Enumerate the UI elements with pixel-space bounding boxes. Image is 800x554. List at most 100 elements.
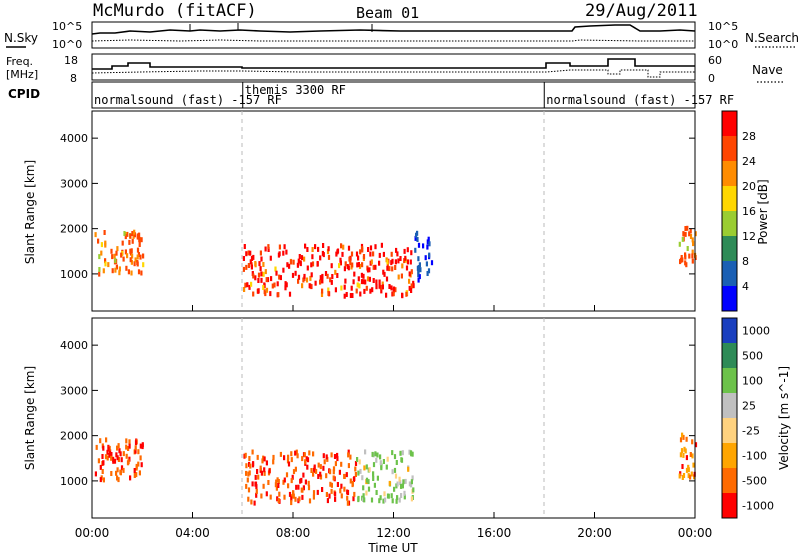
scatter-cell (366, 276, 370, 282)
scatter-cell (682, 231, 685, 237)
scatter-cell (382, 498, 385, 504)
scatter-cell (410, 250, 413, 256)
scatter-cell (347, 452, 350, 458)
scatter-cell (403, 494, 406, 500)
scatter-cell (297, 278, 300, 284)
scatter-cell (338, 263, 341, 269)
scatter-cell (131, 253, 134, 259)
frequency-panel: Freq. [MHz] 18 8 60 0 Nave (6, 53, 783, 85)
scatter-cell (268, 468, 271, 474)
scatter-cell (262, 271, 265, 277)
power-colorbar-swatch (722, 186, 737, 211)
scatter-cell (341, 251, 344, 257)
scatter-cell (282, 250, 285, 256)
scatter-cell (106, 449, 109, 455)
scatter-cell (400, 483, 403, 489)
scatter-cell (323, 459, 326, 465)
velocity-colorbar-swatch (722, 393, 737, 418)
scatter-cell (690, 471, 693, 477)
scatter-cell (317, 246, 320, 252)
scatter-cell (257, 288, 260, 294)
scatter-cell (118, 266, 121, 272)
scatter-cell (416, 265, 419, 271)
scatter-cell (322, 465, 325, 471)
freq-label-top: Freq. (6, 55, 33, 68)
scatter-cell (399, 450, 402, 456)
scatter-cell (372, 278, 375, 283)
scatter-cell (362, 485, 365, 491)
scatter-cell (404, 255, 407, 261)
velocity-colorbar-swatch (722, 493, 737, 518)
scatter-cell (375, 279, 378, 285)
scatter-cell (139, 254, 142, 260)
scatter-cell (290, 478, 293, 484)
scatter-cell (685, 436, 688, 442)
scatter-cell (689, 234, 693, 239)
scatter-cell (133, 473, 136, 478)
scatter-cell (376, 475, 379, 481)
scatter-cell (352, 477, 355, 482)
scatter-cell (98, 271, 101, 277)
power-colorbar-swatch (722, 261, 737, 286)
scatter-cell (292, 493, 295, 499)
scatter-cell (243, 287, 246, 292)
scatter-cell (314, 244, 317, 250)
scatter-cell (326, 273, 329, 279)
scatter-cell (259, 465, 262, 471)
scatter-cell (310, 262, 313, 268)
power-panel: 1000 2000 3000 4000 Slant Range [km] 4 8 12 16… (23, 110, 770, 312)
scatter-cell (312, 490, 316, 496)
scatter-cell (428, 241, 431, 247)
scatter-cell (392, 286, 396, 292)
scatter-cell (325, 454, 328, 460)
scatter-cell (380, 288, 383, 294)
scatter-cell (267, 480, 270, 485)
freq-tick-top: 18 (64, 54, 78, 67)
scatter-cell (302, 472, 305, 478)
scatter-cell (374, 244, 377, 250)
scatter-cell (248, 284, 251, 290)
scatter-cell (119, 470, 122, 476)
scatter-cell (414, 247, 417, 253)
noise-sky-label: N.Sky (4, 31, 38, 45)
x-tick-label: 00:00 (75, 526, 110, 540)
scatter-cell (326, 249, 330, 255)
scatter-cell (360, 279, 364, 285)
scatter-cell (417, 256, 420, 262)
scatter-cell (362, 273, 365, 279)
cpid-segment-label: normalsound (fast) -157 RF (94, 93, 282, 107)
scatter-cell (114, 267, 117, 273)
scatter-cell (350, 251, 354, 257)
scatter-cell (368, 467, 371, 473)
scatter-cell (284, 285, 287, 291)
scatter-cell (247, 487, 251, 493)
scatter-cell (359, 468, 362, 474)
scatter-cell (257, 474, 260, 480)
scatter-cell (300, 255, 304, 261)
scatter-cell (380, 242, 383, 248)
scatter-cell (251, 481, 254, 487)
scatter-cell (372, 462, 376, 468)
scatter-cell (125, 453, 128, 459)
scatter-cell (355, 288, 358, 294)
scatter-cell (259, 250, 262, 256)
scatter-cell (104, 261, 107, 267)
scatter-cell (125, 265, 128, 271)
scatter-cell (322, 453, 325, 459)
scatter-cell (299, 260, 302, 266)
scatter-cell (290, 259, 293, 265)
scatter-cell (276, 496, 279, 502)
scatter-cell (138, 242, 141, 247)
scatter-cell (253, 500, 256, 506)
scatter-cell (414, 235, 417, 241)
scatter-cell (126, 253, 129, 259)
scatter-cell (274, 266, 277, 272)
scatter-cell (368, 267, 371, 273)
scatter-cell (399, 256, 402, 261)
power-colorbar-swatch (722, 236, 737, 261)
scatter-cell (308, 498, 312, 504)
scatter-cell (137, 252, 140, 257)
scatter-cell (303, 256, 306, 262)
scatter-cell (321, 250, 324, 256)
scatter-cell (362, 254, 366, 259)
